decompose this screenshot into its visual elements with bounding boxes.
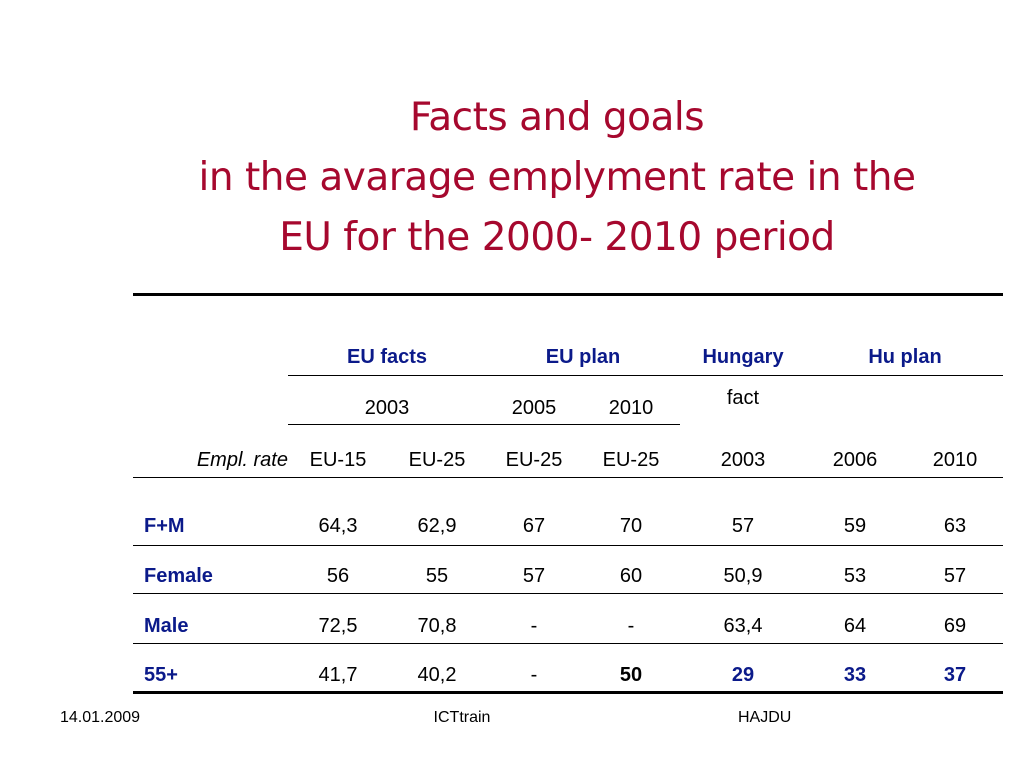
table-cell: 50 [619, 664, 643, 686]
table-cell: 57 [731, 515, 755, 537]
group-header-rule [288, 375, 1003, 376]
hungary-fact-label: fact [726, 387, 760, 409]
row-rule-1 [133, 545, 1003, 546]
table-cell: 70,8 [417, 615, 457, 637]
table-cell: 57 [943, 565, 967, 587]
table-bottom-rule [133, 691, 1003, 694]
title-line-1: Facts and goals [409, 95, 705, 140]
table-cell: - [530, 615, 538, 637]
table-cell: 69 [943, 615, 967, 637]
table-cell: 72,5 [318, 615, 358, 637]
year-header-rule [288, 424, 680, 425]
table-cell: - [627, 615, 635, 637]
row-rule-3 [133, 643, 1003, 644]
table-cell: 59 [843, 515, 867, 537]
table-cell: 56 [326, 565, 350, 587]
title-line-3: EU for the 2000- 2010 period [279, 215, 835, 260]
table-cell: 50,9 [723, 565, 763, 587]
title-line-2: in the avarage emplyment rate in the [198, 155, 916, 200]
table-top-rule [133, 293, 1003, 296]
table-cell: 40,2 [417, 664, 457, 686]
year-eu-plan-2: 2010 [608, 397, 654, 419]
row-label: Female [144, 565, 213, 587]
header-eu-facts: EU facts [346, 346, 428, 368]
header-hungary: Hungary [702, 346, 784, 368]
subheader-col-5: 2003 [720, 449, 766, 471]
table-cell: 53 [843, 565, 867, 587]
table-cell: 60 [619, 565, 643, 587]
row-label: F+M [144, 515, 185, 537]
row-rule-2 [133, 593, 1003, 594]
table-cell: 57 [522, 565, 546, 587]
subheader-col-1: EU-15 [309, 449, 367, 471]
header-eu-plan: EU plan [545, 346, 621, 368]
subheader-col-2: EU-25 [408, 449, 466, 471]
year-eu-plan-1: 2005 [511, 397, 557, 419]
table-cell: 62,9 [417, 515, 457, 537]
subheader-col-6: 2006 [832, 449, 878, 471]
table-cell: 33 [843, 664, 867, 686]
slide-title: Facts and goals in the avarage emplyment… [90, 88, 1024, 268]
footer-author: HAJDU [738, 709, 792, 726]
table-cell: 63 [943, 515, 967, 537]
table-cell: 64 [843, 615, 867, 637]
table-cell: 64,3 [318, 515, 358, 537]
table-cell: 37 [943, 664, 967, 686]
subheader-col-3: EU-25 [505, 449, 563, 471]
table-cell: 41,7 [318, 664, 358, 686]
row-label: 55+ [144, 664, 178, 686]
footer-center: ICTtrain [433, 709, 491, 726]
table-cell: 67 [522, 515, 546, 537]
row-label: Male [144, 615, 189, 637]
header-hu-plan: Hu plan [868, 346, 942, 368]
table-cell: 29 [731, 664, 755, 686]
subheader-rule [133, 477, 1003, 478]
row-label-empl-rate: Empl. rate [196, 449, 288, 471]
footer-date: 14.01.2009 [60, 709, 141, 726]
subheader-col-4: EU-25 [602, 449, 660, 471]
table-cell: 63,4 [723, 615, 763, 637]
year-eu-facts: 2003 [364, 397, 410, 419]
table-cell: - [530, 664, 538, 686]
table-cell: 55 [425, 565, 449, 587]
table-cell: 70 [619, 515, 643, 537]
subheader-col-7: 2010 [932, 449, 978, 471]
